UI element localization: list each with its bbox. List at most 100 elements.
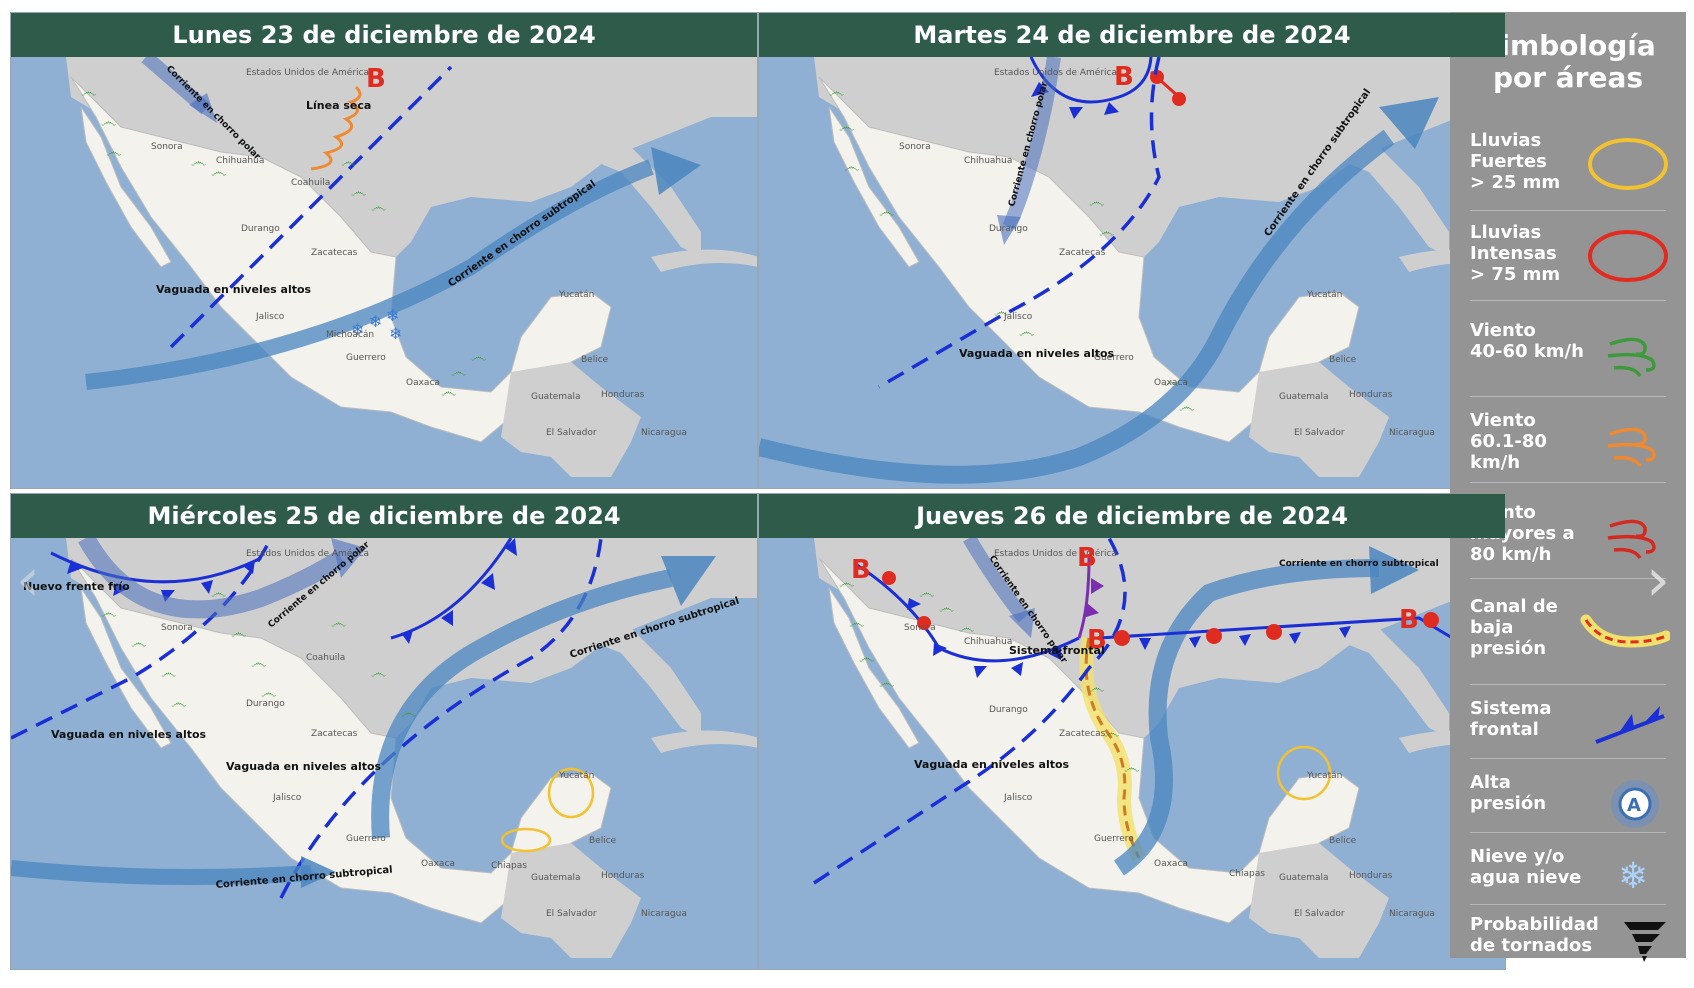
legend-item-wind-60-80: Viento 60.1-80 km/h (1470, 410, 1670, 484)
place-label: Sonora (899, 142, 931, 152)
subtropical-jet-stream (371, 569, 673, 839)
wind-orange-icon (1607, 427, 1656, 468)
legend-label: Lluvias Fuertes > 25 mm (1470, 130, 1561, 193)
svg-text:෴: ෴ (211, 162, 226, 181)
usa-landmass (66, 538, 757, 738)
central-america-landmass (501, 843, 641, 958)
polar-jet-stream (962, 538, 1030, 623)
panel-title: Martes 24 de diciembre de 2024 (759, 13, 1505, 57)
cuba-landmass (651, 730, 757, 753)
svg-text:෴: ෴ (351, 182, 366, 201)
frontal-label: Sistema frontal (1009, 644, 1105, 657)
legend-divider (1470, 832, 1666, 833)
snowflake-icon: ❄ (351, 320, 364, 339)
svg-text:෴: ෴ (231, 623, 246, 642)
svg-text:❄: ❄ (1618, 856, 1648, 897)
svg-text:෴: ෴ (81, 82, 96, 101)
subtropical-jet-stream (11, 860, 312, 885)
svg-text:෴: ෴ (341, 152, 356, 171)
place-label: Durango (241, 224, 280, 234)
jet-arrowhead (661, 556, 716, 606)
florida-landmass (1319, 628, 1449, 738)
place-label: Belice (1329, 836, 1357, 846)
place-label: Zacatecas (1059, 248, 1106, 258)
legend-divider (1470, 210, 1666, 211)
central-america-landmass (501, 362, 641, 477)
svg-text:෴: ෴ (106, 142, 121, 161)
place-label: Oaxaca (1154, 378, 1188, 388)
svg-text:෴: ෴ (994, 302, 1009, 321)
place-label: El Salvador (546, 428, 597, 438)
map-panel-wednesday: Miércoles 25 de diciembre de 2024 (10, 493, 758, 970)
low-pressure-marker: B (851, 555, 871, 585)
polar-jet-arrowhead (189, 93, 217, 123)
svg-text:෴: ෴ (451, 362, 466, 381)
svg-text:෴: ෴ (441, 382, 456, 401)
svg-text:෴: ෴ (131, 633, 146, 652)
svg-text:෴: ෴ (849, 613, 864, 632)
map-panel-monday: Lunes 23 de diciembre de 2024 (10, 12, 758, 489)
svg-text:෴: ෴ (371, 197, 386, 216)
place-label: Michoacán (326, 330, 374, 340)
weather-map: ❄ ❄ ❄ ❄ ෴෴෴ ෴෴෴ ෴෴෴ ෴෴ Estados Unidos de… (66, 57, 757, 477)
svg-text:෴: ෴ (101, 603, 116, 622)
polar-jet-stream (141, 57, 211, 115)
svg-text:෴: ෴ (1019, 322, 1034, 341)
cold-front-triangles (401, 538, 517, 644)
trough-dashed-icon (1580, 614, 1670, 648)
legend-label: Canal de baja presión (1470, 596, 1558, 659)
svg-text:෴: ෴ (1164, 372, 1179, 391)
warm-front-bump (882, 571, 896, 585)
svg-text:෴: ෴ (919, 583, 934, 602)
mexico-landmass (818, 557, 1360, 924)
baja-landmass (80, 587, 172, 749)
place-label: Estados Unidos de América (994, 548, 1117, 559)
legend-label: Viento 60.1-80 km/h (1470, 410, 1547, 473)
svg-text:A: A (1627, 795, 1641, 816)
occluded-front-triangle (1083, 603, 1099, 618)
legend-item-intense-rain: Lluvias Intensas > 75 mm (1470, 222, 1670, 296)
map-panel-tuesday: Martes 24 de diciembre de 2024 (758, 12, 1506, 489)
cold-front-triangles (67, 560, 255, 602)
previous-arrow-icon[interactable]: ‹ (16, 545, 40, 615)
svg-text:෴: ෴ (191, 152, 206, 171)
svg-text:෴: ෴ (471, 347, 486, 366)
upper-trough-line (813, 538, 1127, 885)
subtropical-jet-label: Corriente en chorro subtropical (1279, 559, 1439, 569)
snowflake-icon: ❄ (369, 312, 382, 331)
dry-line (310, 85, 362, 171)
subtropical-jet-stream (759, 129, 1395, 484)
warm-front-bump (1206, 628, 1222, 644)
polar-jet-stream (1002, 57, 1061, 230)
place-label: Durango (989, 224, 1028, 234)
svg-text:෴: ෴ (959, 618, 974, 637)
legend-label: Alta presión (1470, 772, 1547, 814)
legend-item-high-pressure: Alta presión A (1470, 772, 1670, 846)
place-label: Oaxaca (421, 859, 455, 869)
next-arrow-icon[interactable]: › (1646, 545, 1670, 615)
place-label: Durango (989, 705, 1028, 715)
place-label: Estados Unidos de América (994, 67, 1117, 78)
florida-landmass (1319, 147, 1449, 257)
place-label: Oaxaca (406, 378, 440, 388)
low-pressure-marker: B (366, 64, 386, 94)
place-label: Honduras (1349, 390, 1393, 400)
svg-text:෴: ෴ (171, 693, 186, 712)
low-pressure-marker: B (1087, 625, 1107, 655)
svg-text:෴: ෴ (1104, 723, 1119, 742)
place-label: El Salvador (1294, 428, 1345, 438)
florida-landmass (571, 628, 701, 738)
baja-landmass (828, 106, 920, 268)
heavy-rain-area (500, 827, 552, 853)
place-label: Guatemala (531, 392, 581, 402)
legend-item-heavy-rain: Lluvias Fuertes > 25 mm (1470, 130, 1670, 204)
occluded-front-triangle (1091, 578, 1104, 594)
low-pressure-marker: B (1077, 543, 1097, 573)
legend-item-frontal-system: Sistema frontal (1470, 698, 1670, 772)
place-label: Guatemala (1279, 873, 1329, 883)
legend-label: Viento 40-60 km/h (1470, 320, 1584, 362)
legend-label: Sistema frontal (1470, 698, 1552, 740)
mexico-landmass (70, 557, 612, 924)
place-label: Zacatecas (311, 729, 358, 739)
upper-trough-line (878, 57, 1161, 389)
